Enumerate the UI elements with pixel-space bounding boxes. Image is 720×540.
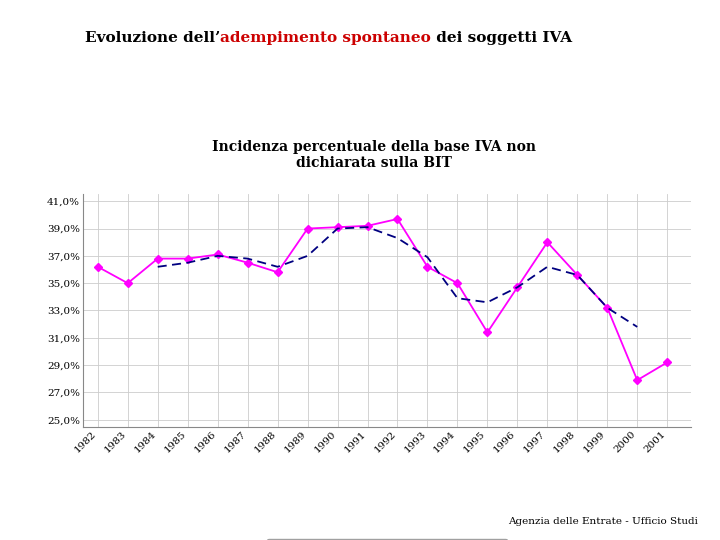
BIND/BIT: [633, 377, 642, 383]
Text: adempimento spontaneo: adempimento spontaneo: [220, 31, 431, 45]
Media mobile: [333, 225, 342, 232]
Legend: BIND/BIT, Media mobile: BIND/BIT, Media mobile: [266, 539, 508, 540]
Media mobile: [153, 264, 162, 270]
Media mobile: [483, 299, 492, 306]
Text: Agenzia delle Entrate - Ufficio Studi: Agenzia delle Entrate - Ufficio Studi: [508, 517, 698, 526]
Media mobile: [573, 272, 582, 278]
BIND/BIT: [483, 329, 492, 335]
BIND/BIT: [213, 251, 222, 258]
Media mobile: [243, 255, 252, 262]
BIND/BIT: [363, 222, 372, 229]
Line: Media mobile: Media mobile: [158, 227, 637, 327]
BIND/BIT: [184, 255, 192, 262]
Media mobile: [393, 235, 402, 241]
BIND/BIT: [123, 280, 132, 286]
Media mobile: [423, 254, 432, 260]
BIND/BIT: [274, 269, 282, 275]
Media mobile: [184, 259, 192, 266]
Text: dei soggetti IVA: dei soggetti IVA: [431, 31, 572, 45]
BIND/BIT: [543, 239, 552, 246]
Line: BIND/BIT: BIND/BIT: [95, 216, 670, 383]
BIND/BIT: [393, 216, 402, 222]
Media mobile: [363, 224, 372, 231]
BIND/BIT: [243, 259, 252, 266]
BIND/BIT: [153, 255, 162, 262]
BIND/BIT: [453, 280, 462, 286]
BIND/BIT: [663, 359, 672, 366]
BIND/BIT: [333, 224, 342, 231]
Media mobile: [213, 253, 222, 259]
BIND/BIT: [303, 225, 312, 232]
Media mobile: [303, 253, 312, 259]
Media mobile: [603, 305, 611, 311]
BIND/BIT: [94, 264, 102, 270]
Media mobile: [453, 295, 462, 301]
Media mobile: [633, 323, 642, 330]
Text: Incidenza percentuale della base IVA non: Incidenza percentuale della base IVA non: [212, 140, 536, 154]
Media mobile: [513, 284, 522, 291]
BIND/BIT: [573, 272, 582, 278]
Media mobile: [274, 264, 282, 270]
BIND/BIT: [513, 284, 522, 291]
Media mobile: [543, 264, 552, 270]
BIND/BIT: [423, 264, 432, 270]
Text: Evoluzione dell’: Evoluzione dell’: [85, 31, 220, 45]
BIND/BIT: [603, 305, 611, 311]
Text: dichiarata sulla BIT: dichiarata sulla BIT: [297, 156, 452, 170]
